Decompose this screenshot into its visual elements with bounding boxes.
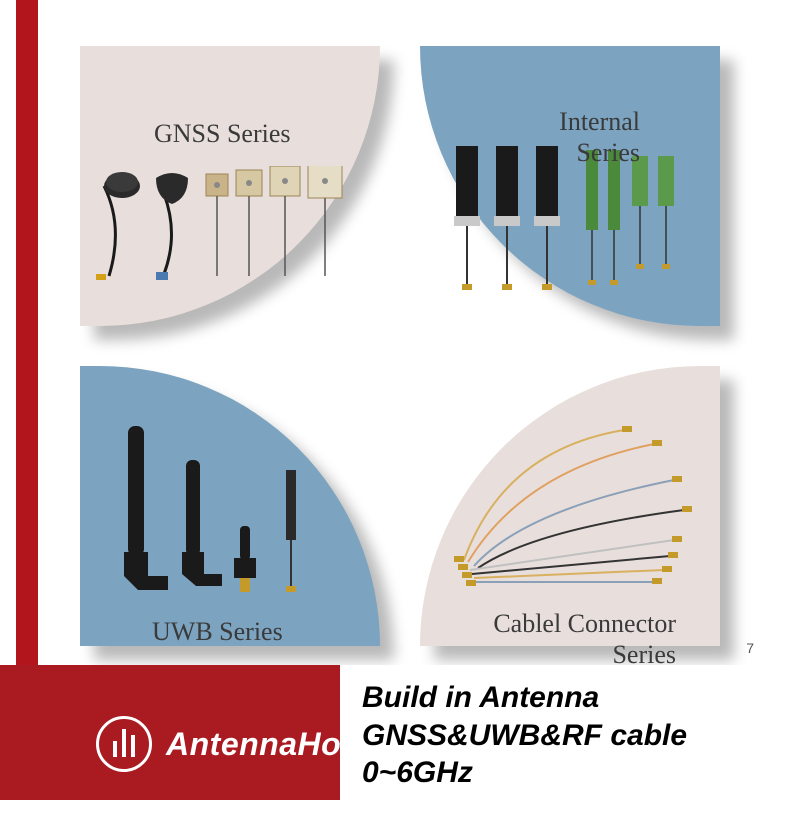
label-internal: Internal Series	[559, 106, 640, 168]
quadrant-grid: GNSS Series Internal Series UWB Series C…	[80, 46, 720, 646]
internal-products	[436, 146, 706, 306]
promo-line-3: 0~6GHz	[362, 754, 800, 792]
label-cable-l1: Cablel Connector	[493, 609, 676, 638]
label-cable: Cablel Connector Series	[493, 608, 676, 670]
tile-uwb	[80, 366, 380, 646]
quadrant-cable	[410, 356, 720, 646]
logo-icon	[96, 716, 152, 772]
quadrant-gnss	[80, 46, 390, 336]
promo-line-1: Build in Antenna	[362, 679, 800, 717]
quadrant-uwb	[80, 356, 390, 646]
tile-cable	[420, 366, 720, 646]
cable-products	[424, 410, 714, 600]
label-internal-l2: Series	[576, 138, 640, 167]
quadrant-internal	[410, 46, 720, 336]
tile-internal	[420, 46, 720, 326]
page-number: 7	[746, 640, 754, 656]
gnss-products	[94, 166, 364, 306]
label-gnss: GNSS Series	[154, 118, 291, 149]
tile-gnss	[80, 46, 380, 326]
accent-stripe	[16, 0, 38, 665]
label-uwb: UWB Series	[152, 616, 283, 647]
uwb-products	[114, 426, 354, 606]
footer-band: AntennaHome Build in Antenna GNSS&UWB&RF…	[0, 665, 800, 800]
promo-line-2: GNSS&UWB&RF cable	[362, 717, 800, 755]
promo-panel: Build in Antenna GNSS&UWB&RF cable 0~6GH…	[340, 665, 800, 820]
label-internal-l1: Internal	[559, 107, 640, 136]
